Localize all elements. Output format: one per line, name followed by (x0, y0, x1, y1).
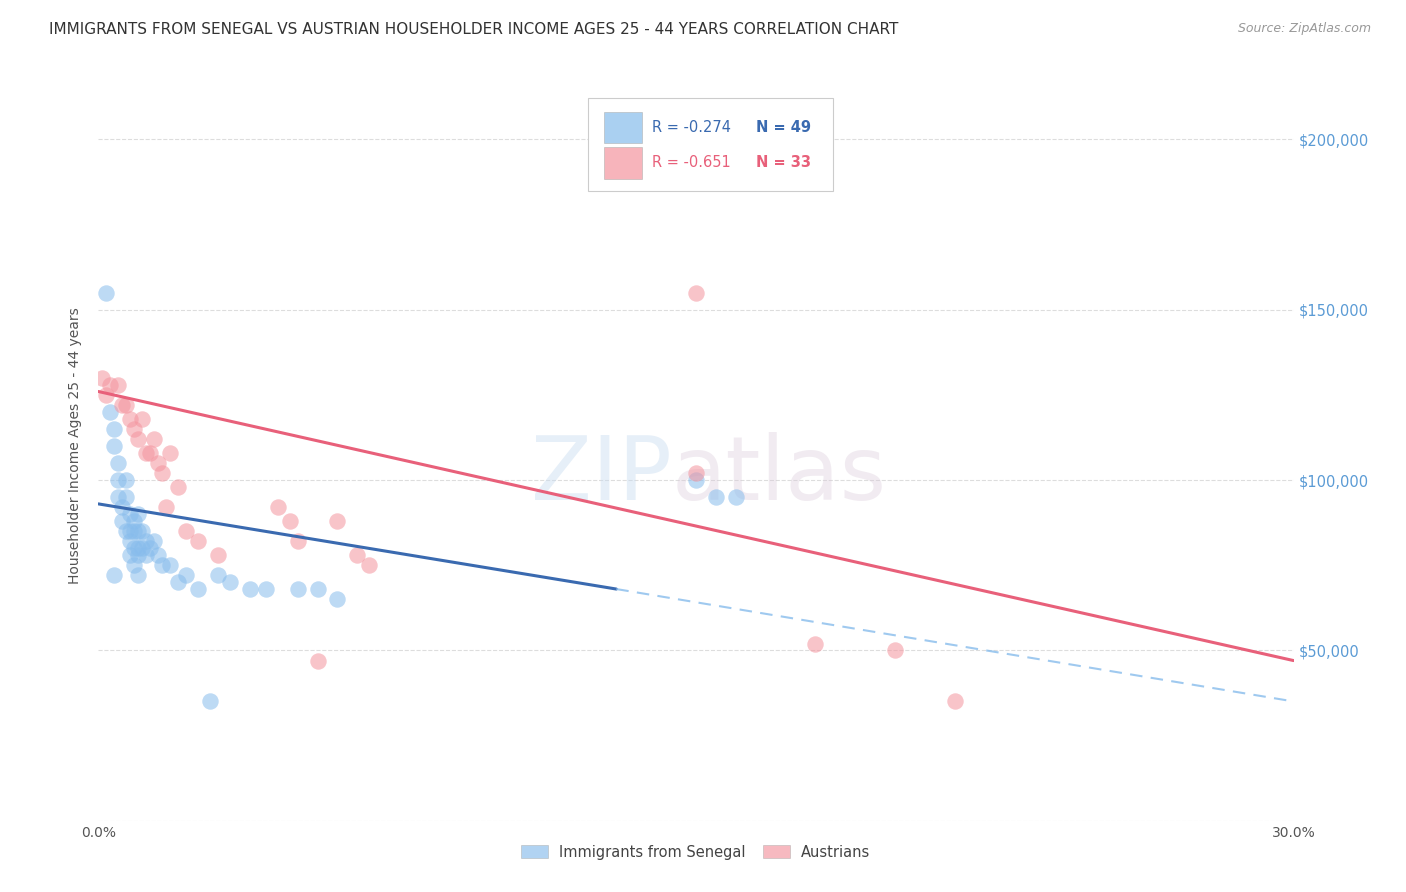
Point (943, 694, 966, 708)
Point (307, 654, 329, 668)
Point (159, 446, 181, 460)
Point (124, 514, 146, 528)
Text: ZIP: ZIP (531, 433, 672, 519)
Point (685, 473, 707, 487)
Point (174, 524, 197, 538)
Point (111, 398, 134, 412)
Point (103, 422, 125, 436)
Point (107, 377, 129, 392)
Text: IMMIGRANTS FROM SENEGAL VS AUSTRIAN HOUSEHOLDER INCOME AGES 25 - 44 YEARS CORREL: IMMIGRANTS FROM SENEGAL VS AUSTRIAN HOUS… (49, 22, 898, 37)
Point (685, 467, 707, 481)
Point (326, 592, 349, 607)
Point (167, 480, 190, 494)
Point (98, 405, 122, 419)
Point (103, 439, 125, 453)
Point (207, 548, 229, 562)
Point (120, 411, 142, 425)
Point (359, 558, 381, 573)
Point (115, 524, 138, 538)
Point (326, 514, 349, 528)
Point (111, 500, 134, 515)
Point (135, 446, 157, 460)
Point (219, 575, 242, 590)
Point (120, 548, 142, 562)
Point (124, 558, 146, 573)
Point (127, 568, 149, 582)
Point (107, 473, 129, 487)
Point (267, 500, 290, 515)
Point (207, 568, 229, 582)
Point (167, 575, 190, 590)
Point (187, 582, 209, 596)
Legend: Immigrants from Senegal, Austrians: Immigrants from Senegal, Austrians (516, 839, 876, 866)
Point (187, 534, 209, 549)
FancyBboxPatch shape (589, 97, 834, 191)
Point (139, 446, 162, 460)
Point (287, 534, 309, 549)
Point (278, 514, 301, 528)
Point (143, 432, 166, 446)
Point (346, 548, 368, 562)
Point (115, 473, 138, 487)
Point (127, 541, 149, 556)
Point (124, 541, 146, 556)
Text: N = 49: N = 49 (756, 120, 811, 135)
Point (704, 490, 727, 504)
Point (111, 514, 134, 528)
Point (127, 507, 149, 521)
Point (198, 694, 221, 708)
Point (103, 568, 125, 582)
Point (131, 524, 153, 538)
Point (239, 582, 262, 596)
Point (143, 534, 166, 549)
Point (884, 643, 907, 657)
Point (115, 398, 138, 412)
Point (254, 582, 277, 596)
Point (120, 507, 142, 521)
Point (131, 541, 153, 556)
Point (115, 490, 138, 504)
Point (127, 432, 149, 446)
Point (135, 534, 157, 549)
Point (98, 377, 122, 392)
Point (159, 558, 181, 573)
Text: R = -0.274: R = -0.274 (652, 120, 731, 135)
Point (96, 285, 118, 300)
Text: N = 33: N = 33 (756, 155, 811, 170)
Point (804, 636, 827, 650)
FancyBboxPatch shape (605, 112, 643, 144)
Point (96, 388, 118, 402)
Point (685, 285, 707, 300)
Point (124, 524, 146, 538)
FancyBboxPatch shape (605, 147, 643, 178)
Y-axis label: Householder Income Ages 25 - 44 years: Householder Income Ages 25 - 44 years (69, 308, 83, 584)
Point (287, 582, 309, 596)
Point (155, 500, 177, 515)
Point (127, 524, 149, 538)
Text: atlas: atlas (672, 433, 887, 519)
Point (150, 467, 173, 481)
Point (107, 490, 129, 504)
Point (139, 541, 162, 556)
Text: R = -0.651: R = -0.651 (652, 155, 731, 170)
Point (131, 411, 153, 425)
Point (107, 456, 129, 470)
Point (724, 490, 747, 504)
Point (127, 548, 149, 562)
Point (124, 422, 146, 436)
Point (120, 534, 142, 549)
Point (91, 371, 114, 385)
Point (174, 568, 197, 582)
Point (120, 524, 142, 538)
Point (148, 548, 170, 562)
Point (148, 456, 170, 470)
Point (150, 558, 173, 573)
Text: Source: ZipAtlas.com: Source: ZipAtlas.com (1237, 22, 1371, 36)
Point (135, 548, 157, 562)
Point (307, 582, 329, 596)
